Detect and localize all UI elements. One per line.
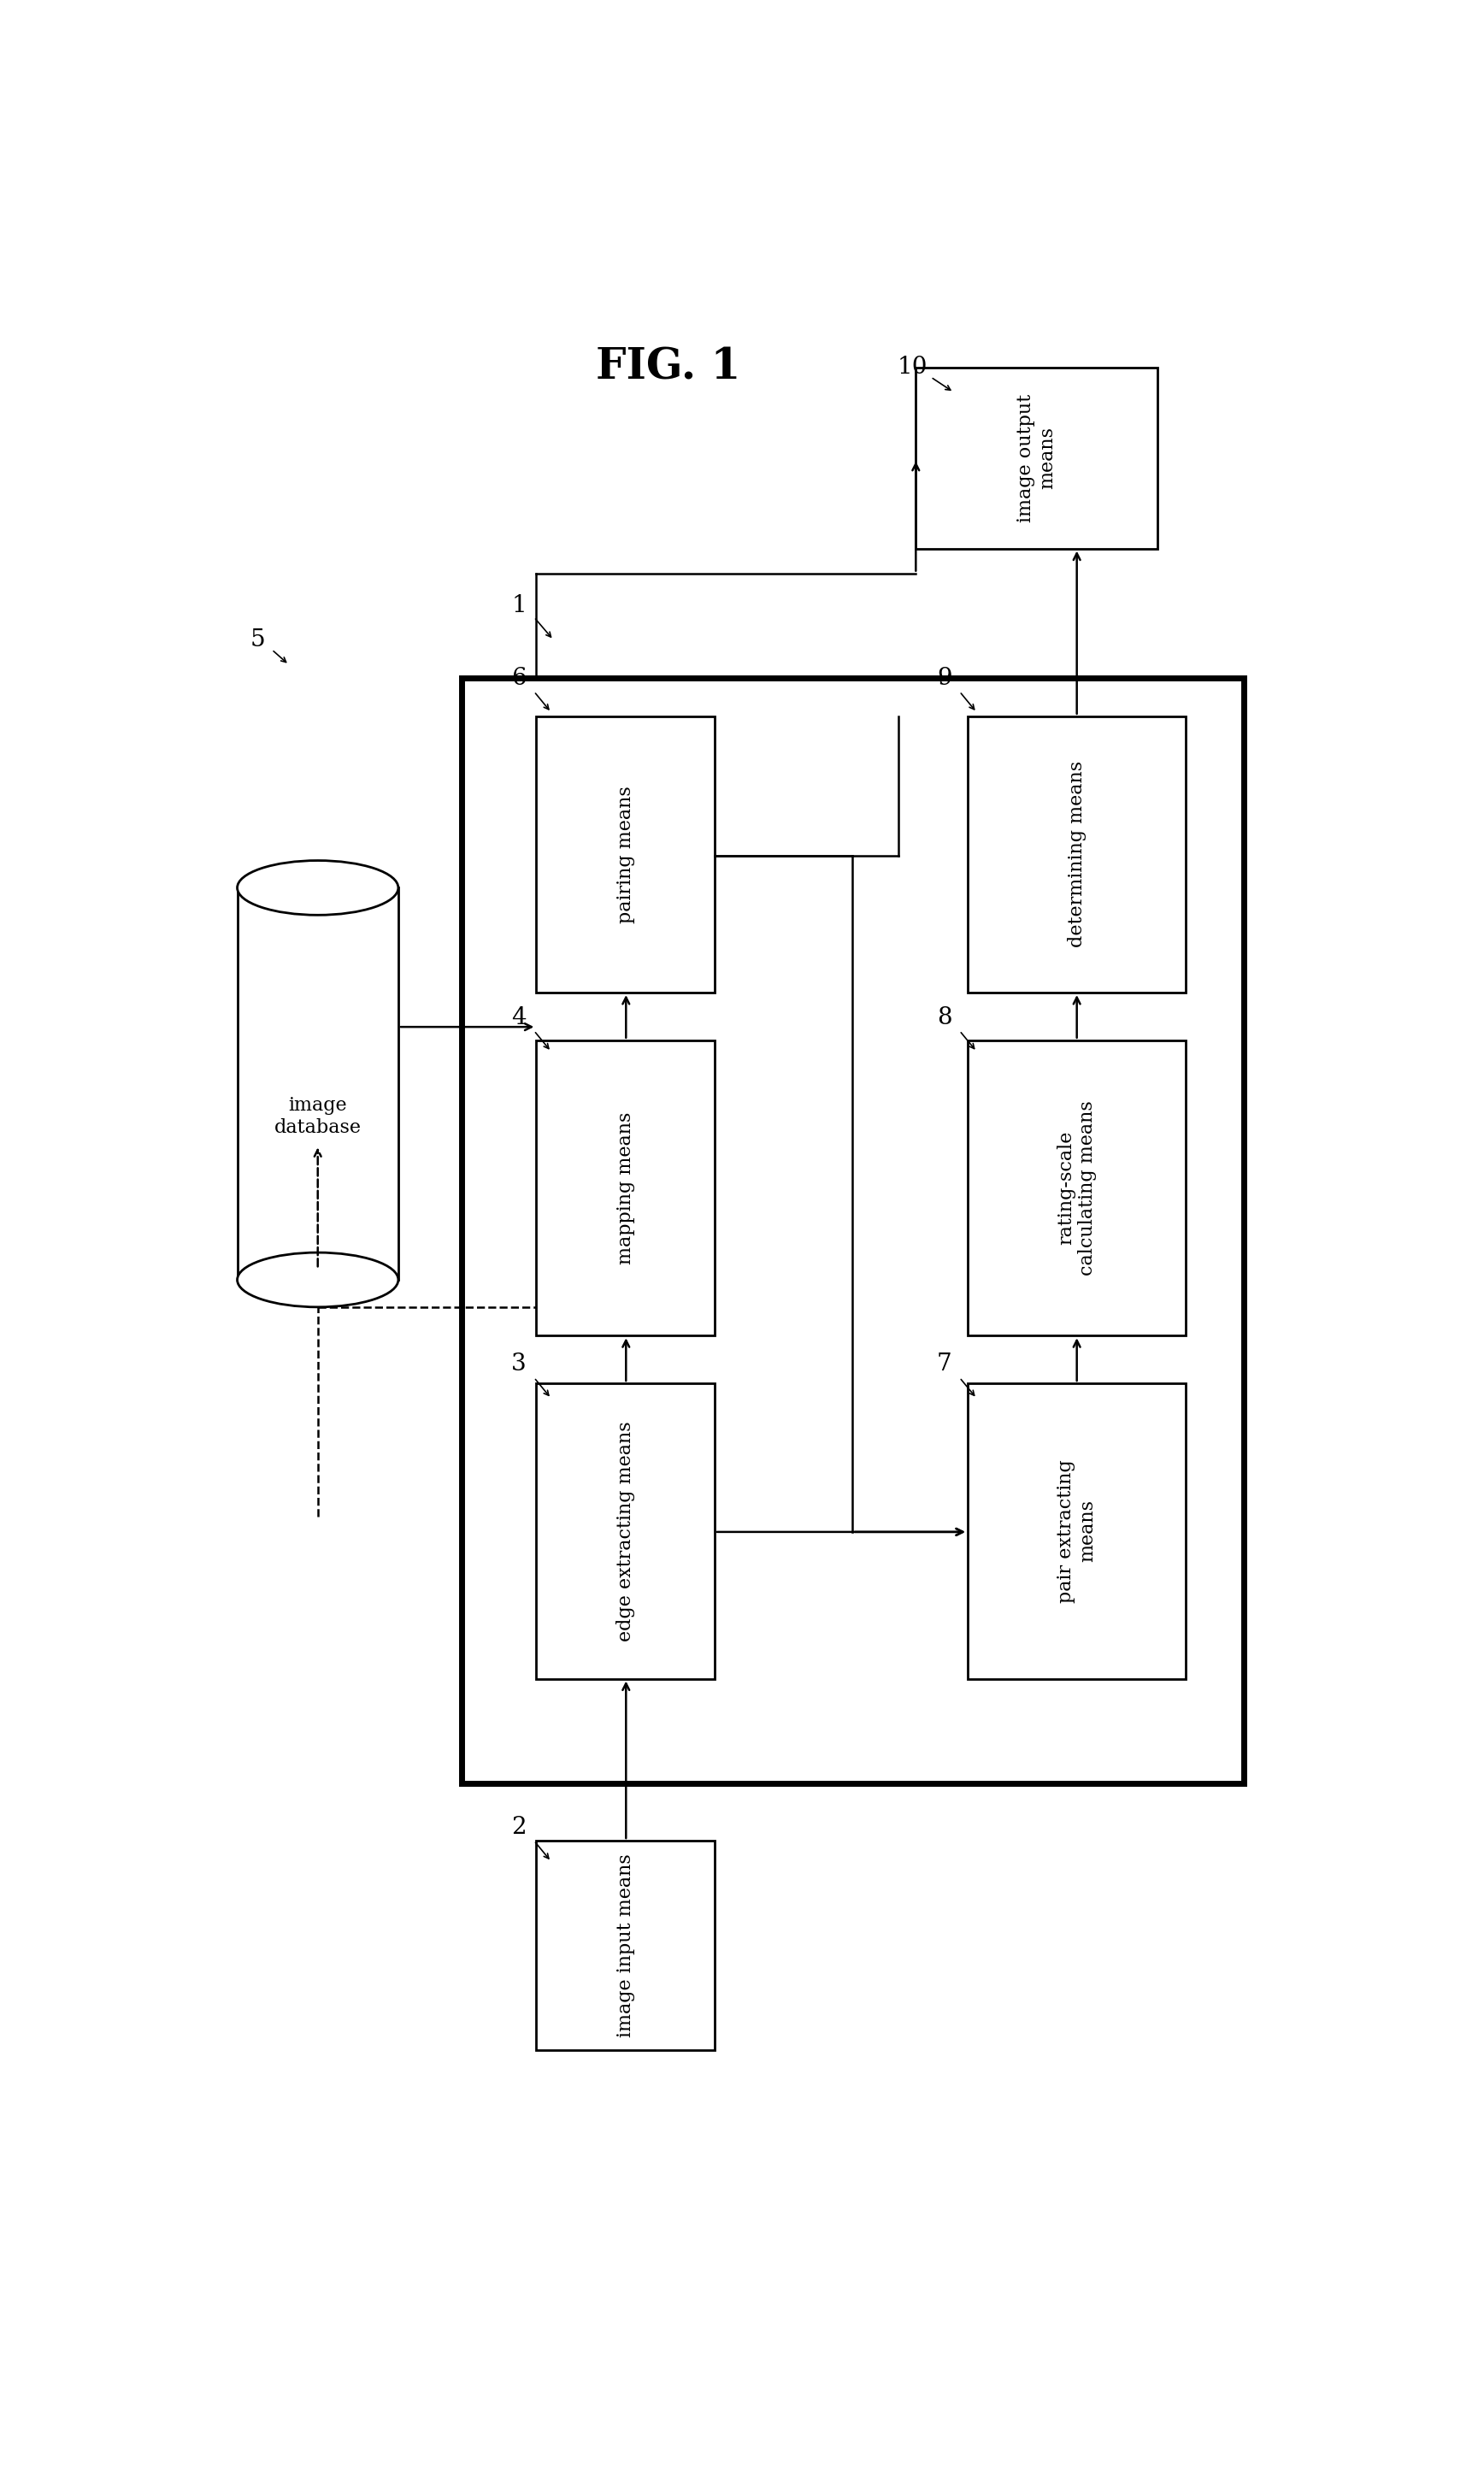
Text: 4: 4 [512,1005,527,1030]
Bar [536,1384,715,1678]
Bar [968,1384,1186,1678]
Ellipse shape [237,861,398,916]
Bar [916,366,1158,549]
Bar [536,1040,715,1336]
Bar [968,1040,1186,1336]
Text: 6: 6 [512,666,527,691]
Text: edge extracting means: edge extracting means [616,1421,635,1641]
Bar [237,889,398,1280]
Text: 9: 9 [936,666,953,691]
Text: image input means: image input means [616,1854,635,2037]
Bar [536,1841,715,2049]
Text: 8: 8 [936,1005,953,1030]
Text: 2: 2 [512,1817,527,1839]
Bar [968,715,1186,992]
Bar [462,678,1244,1784]
Ellipse shape [237,1252,398,1307]
Text: rating-scale
calculating means: rating-scale calculating means [1057,1101,1097,1275]
Text: pairing means: pairing means [616,785,635,923]
Text: 3: 3 [512,1354,527,1376]
Text: determining means: determining means [1067,762,1086,948]
Text: 5: 5 [251,629,266,651]
Text: 1: 1 [512,594,527,616]
Text: image output
means: image output means [1017,394,1057,522]
Bar [536,715,715,992]
Text: 10: 10 [898,356,928,379]
Text: 7: 7 [936,1354,953,1376]
Text: FIG. 1: FIG. 1 [597,346,741,389]
Text: image
database: image database [275,1096,362,1136]
Text: pair extracting
means: pair extracting means [1057,1460,1097,1604]
Text: mapping means: mapping means [616,1111,635,1265]
